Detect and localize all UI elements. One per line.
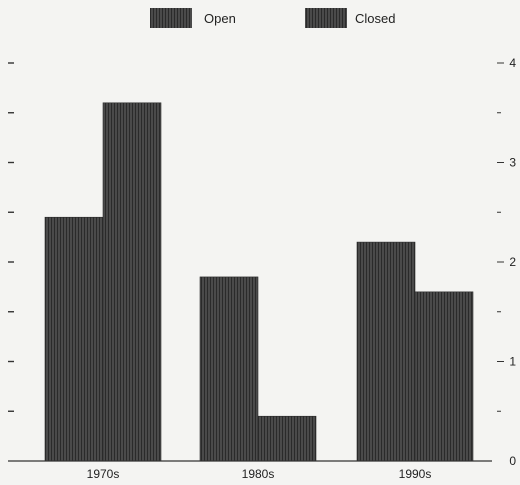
right-tick-label-3: 3: [509, 156, 516, 170]
left-axis-ticks: [8, 62, 14, 412]
x-tick-label-1990s: 1990s: [399, 467, 432, 481]
bar-open-1970s: [44, 216, 104, 462]
right-tick-label-1: 1: [509, 355, 516, 369]
bar-closed-1990s: [414, 291, 474, 462]
legend: Open Closed: [150, 8, 395, 28]
right-tick-label-2: 2: [509, 255, 516, 269]
x-tick-label-1970s: 1970s: [87, 467, 120, 481]
legend-label-closed: Closed: [355, 11, 395, 26]
bar-closed-1970s: [102, 102, 162, 462]
right-tick-label-4: 4: [509, 56, 516, 70]
bar-closed-1980s: [257, 415, 317, 462]
bar-open-1990s: [356, 241, 416, 462]
x-tick-label-1980s: 1980s: [242, 467, 275, 481]
legend-swatch-closed: [305, 8, 347, 28]
legend-item-closed: Closed: [305, 8, 395, 28]
bar-open-1980s: [199, 276, 259, 462]
legend-item-open: Open: [150, 8, 236, 28]
legend-swatch-open: [150, 8, 192, 28]
right-axis: 0 1 2 3 4: [497, 56, 516, 468]
x-axis-labels: 1970s 1980s 1990s: [87, 467, 432, 481]
bars-group: [44, 102, 474, 462]
legend-label-open: Open: [204, 11, 236, 26]
right-tick-label-0: 0: [509, 454, 516, 468]
